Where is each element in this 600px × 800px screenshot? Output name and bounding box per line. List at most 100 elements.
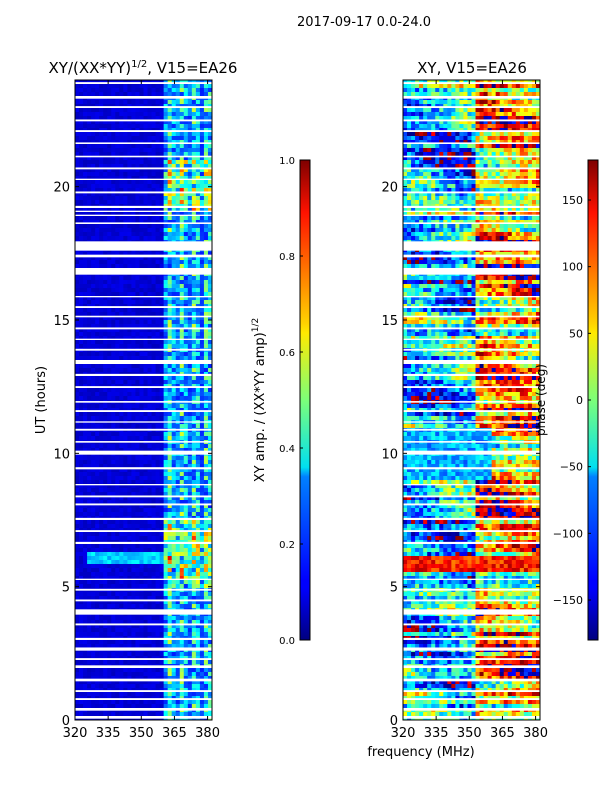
heatmap-cell xyxy=(115,524,120,529)
heatmap-cell xyxy=(103,136,108,141)
heatmap-cell xyxy=(159,392,165,397)
heatmap-cell xyxy=(143,332,148,337)
heatmap-cell xyxy=(179,124,185,129)
heatmap-cell xyxy=(123,172,128,177)
heatmap-cell xyxy=(75,116,80,121)
amplitude-panel: XY/(XX*YY)1/2, V15=EA26 320 335 350 365 3800… xyxy=(34,59,237,741)
heatmap-cell xyxy=(167,344,173,349)
heatmap-cell xyxy=(131,620,136,625)
heatmap-cell xyxy=(79,552,84,557)
heatmap-cell xyxy=(107,112,112,117)
heatmap-cell xyxy=(91,496,96,501)
heatmap-cell xyxy=(135,120,140,125)
heatmap-cell xyxy=(91,640,96,645)
heatmap-cell xyxy=(115,660,120,665)
heatmap-cell xyxy=(203,84,209,89)
heatmap-cell xyxy=(143,472,148,477)
heatmap-cell xyxy=(207,276,213,281)
heatmap-cell xyxy=(195,544,201,549)
heatmap-cell xyxy=(187,520,193,525)
heatmap-cell xyxy=(99,216,104,221)
heatmap-cell xyxy=(95,176,100,181)
heatmap-cell xyxy=(163,144,169,149)
heatmap-cell xyxy=(179,644,185,649)
heatmap-cell xyxy=(91,136,96,141)
heatmap-cell xyxy=(147,460,152,465)
heatmap-cell xyxy=(151,380,156,385)
heatmap-cell xyxy=(155,628,161,633)
heatmap-cell xyxy=(83,556,88,561)
heatmap-cell xyxy=(207,300,213,305)
heatmap-cell xyxy=(163,496,169,501)
heatmap-cell xyxy=(183,448,189,453)
heatmap-cell xyxy=(159,584,165,589)
heatmap-cell xyxy=(119,168,124,173)
heatmap-cell xyxy=(95,500,100,505)
heatmap-cell xyxy=(123,264,128,269)
heatmap-cell xyxy=(187,484,193,489)
heatmap-cell xyxy=(83,136,88,141)
heatmap-cell xyxy=(115,616,120,621)
heatmap-cell xyxy=(207,172,213,177)
heatmap-cell xyxy=(199,468,205,473)
heatmap-cell xyxy=(107,228,112,233)
heatmap-cell xyxy=(199,300,205,305)
heatmap-cell xyxy=(151,500,156,505)
heatmap-cell xyxy=(91,380,96,385)
heatmap-cell xyxy=(171,388,177,393)
heatmap-cell xyxy=(83,344,88,349)
heatmap-cell xyxy=(99,264,104,269)
heatmap-cell xyxy=(179,172,185,177)
heatmap-cell xyxy=(95,224,100,229)
heatmap-cell xyxy=(131,144,136,149)
heatmap-cell xyxy=(135,284,140,289)
heatmap-cell xyxy=(131,280,136,285)
heatmap-cell xyxy=(191,616,197,621)
heatmap-cell xyxy=(151,216,156,221)
heatmap-cell xyxy=(159,416,165,421)
heatmap-cell xyxy=(143,312,148,317)
heatmap-cell xyxy=(139,436,144,441)
heatmap-cell xyxy=(87,208,92,213)
heatmap-cell xyxy=(203,280,209,285)
heatmap-cell xyxy=(171,500,177,505)
heatmap-cell xyxy=(191,320,197,325)
heatmap-cell xyxy=(131,396,136,401)
heatmap-cell xyxy=(203,500,209,505)
heatmap-cell xyxy=(155,260,161,265)
heatmap-cell xyxy=(203,328,209,333)
heatmap-cell xyxy=(119,88,124,93)
heatmap-cell xyxy=(107,520,112,525)
heatmap-cell xyxy=(175,156,181,161)
heatmap-cell xyxy=(135,436,140,441)
heatmap-cell xyxy=(99,388,104,393)
heatmap-cell xyxy=(99,628,104,633)
heatmap-cell xyxy=(99,328,104,333)
heatmap-cell xyxy=(179,376,185,381)
heatmap-cell xyxy=(95,380,100,385)
heatmap-cell xyxy=(163,156,169,161)
heatmap-cell xyxy=(203,224,209,229)
heatmap-cell xyxy=(175,180,181,185)
heatmap-cell xyxy=(151,220,156,225)
heatmap-cell xyxy=(159,600,165,605)
heatmap-cell xyxy=(103,168,108,173)
heatmap-cell xyxy=(115,404,120,409)
heatmap-cell xyxy=(107,424,112,429)
heatmap-cell xyxy=(115,288,120,293)
heatmap-cell xyxy=(183,216,189,221)
heatmap-cell xyxy=(99,188,104,193)
heatmap-cell xyxy=(91,168,96,173)
heatmap-cell xyxy=(79,412,84,417)
heatmap-cell xyxy=(135,604,140,609)
heatmap-cell xyxy=(83,432,88,437)
heatmap-cell xyxy=(147,388,152,393)
heatmap-cell xyxy=(191,472,197,477)
heatmap-cell xyxy=(79,532,84,537)
heatmap-cell xyxy=(179,660,185,665)
heatmap-cell xyxy=(175,544,181,549)
heatmap-cell xyxy=(187,584,193,589)
heatmap-cell xyxy=(175,140,181,145)
heatmap-cell xyxy=(75,532,80,537)
heatmap-cell xyxy=(171,632,177,637)
